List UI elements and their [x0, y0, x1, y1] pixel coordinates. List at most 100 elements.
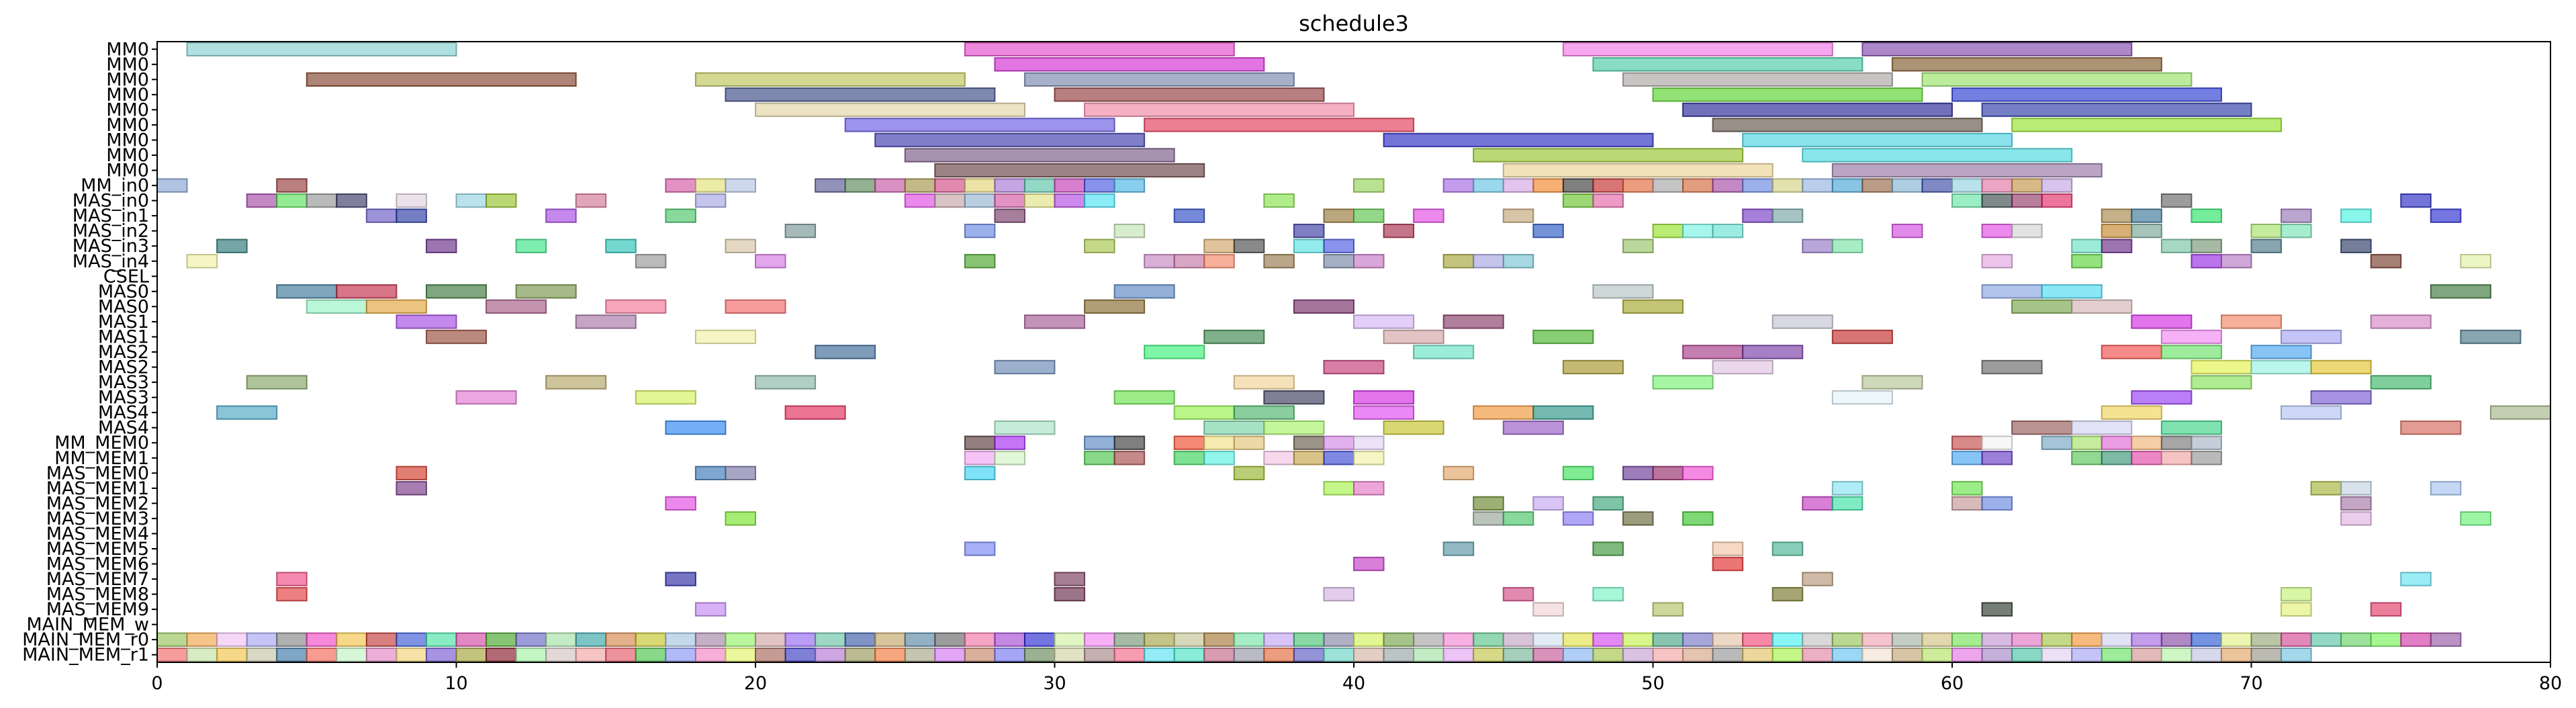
task-bar-row39-12 — [515, 632, 547, 647]
task-bar-row23-5 — [1831, 390, 1893, 405]
task-bar-row13-9 — [1323, 238, 1354, 253]
task-bar-row10-0 — [246, 193, 278, 208]
x-tick-label: 80 — [2539, 673, 2562, 694]
task-bar-row19-1 — [694, 329, 757, 345]
task-bar-row39-40 — [1353, 632, 1385, 647]
task-bar-row40-65 — [2101, 648, 2133, 662]
task-bar-row28-6 — [1562, 466, 1594, 480]
task-bar-row14-15 — [2191, 254, 2222, 269]
task-bar-row40-54 — [1772, 648, 1804, 662]
task-bar-row25-8 — [2160, 420, 2222, 435]
task-bar-row17-4 — [725, 299, 786, 314]
task-bar-row40-16 — [635, 648, 667, 662]
task-bar-row5-3 — [2011, 118, 2283, 132]
task-bar-row24-4 — [1353, 405, 1415, 420]
task-bar-row9-34 — [1951, 178, 1983, 193]
task-bar-row9-1 — [276, 178, 308, 193]
task-bar-row35-4 — [2400, 572, 2432, 586]
task-bar-row3-2 — [1652, 87, 1923, 102]
task-bar-row39-42 — [1413, 632, 1444, 647]
task-bar-row39-67 — [2160, 632, 2193, 647]
task-bar-row23-4 — [1353, 390, 1415, 405]
task-bar-row11-13 — [2131, 208, 2162, 223]
task-bar-row39-37 — [1263, 632, 1295, 647]
task-bar-row40-47 — [1562, 648, 1594, 662]
task-bar-row39-60 — [1951, 632, 1983, 647]
task-bar-row40-66 — [2131, 648, 2162, 662]
task-bar-row5-0 — [844, 118, 1115, 132]
task-bar-row39-63 — [2041, 632, 2073, 647]
task-bar-row40-57 — [1861, 648, 1893, 662]
task-bar-row40-24 — [874, 648, 906, 662]
task-bar-row11-6 — [1323, 208, 1354, 223]
task-bar-row14-2 — [755, 254, 786, 269]
task-bar-row14-14 — [2071, 254, 2103, 269]
task-bar-row3-1 — [1054, 87, 1325, 102]
y-tick-label: MAS_in3 — [73, 236, 149, 257]
task-bar-row3-3 — [1951, 87, 2222, 102]
y-tick-label: MAS_MEM4 — [46, 523, 149, 544]
task-bar-row24-6 — [1532, 405, 1594, 420]
task-bar-row16-7 — [2041, 284, 2103, 299]
chart-title: schedule3 — [1299, 11, 1409, 36]
task-bar-row33-0 — [964, 541, 996, 556]
task-bar-row4-1 — [1084, 102, 1355, 118]
task-bar-row30-2 — [1532, 496, 1564, 511]
task-bar-row39-11 — [486, 632, 517, 647]
task-bar-row23-2 — [1113, 390, 1175, 405]
task-bar-row2-4 — [1921, 72, 2193, 87]
task-bar-row1-0 — [994, 57, 1265, 72]
task-bar-row9-11 — [994, 178, 1025, 193]
task-bar-row40-29 — [1023, 648, 1056, 662]
task-bars — [156, 42, 2551, 662]
task-bar-row40-26 — [934, 648, 966, 662]
task-bar-row16-6 — [1981, 284, 2043, 299]
task-bar-row14-7 — [1263, 254, 1295, 269]
task-bar-row9-37 — [2041, 178, 2073, 193]
task-bar-row9-36 — [2011, 178, 2043, 193]
task-bar-row18-8 — [2370, 314, 2432, 329]
task-bar-row40-2 — [216, 648, 248, 662]
task-bar-row10-4 — [396, 193, 427, 208]
task-bar-row39-18 — [694, 632, 727, 647]
task-bar-row12-15 — [2281, 224, 2312, 238]
task-bar-row9-30 — [1831, 178, 1864, 193]
task-bar-row39-10 — [455, 632, 488, 647]
task-bar-row21-5 — [2191, 359, 2252, 375]
task-bar-row24-2 — [1173, 405, 1235, 420]
task-bar-row40-23 — [844, 648, 876, 662]
task-bar-row39-65 — [2101, 632, 2133, 647]
task-bar-row21-6 — [2250, 359, 2312, 375]
task-bar-row39-38 — [1293, 632, 1325, 647]
task-bar-row25-2 — [1203, 420, 1265, 435]
y-tick-label: MM_MEM0 — [54, 433, 149, 453]
task-bar-row12-1 — [964, 224, 996, 238]
task-bar-row10-16 — [1263, 193, 1295, 208]
task-bar-row39-14 — [575, 632, 607, 647]
task-bar-row33-3 — [1712, 541, 1744, 556]
task-bar-row39-62 — [2011, 632, 2043, 647]
task-bar-row19-2 — [1203, 329, 1265, 345]
task-bar-row30-8 — [2340, 496, 2372, 511]
task-bar-row36-3 — [1502, 586, 1534, 602]
task-bar-row40-71 — [2281, 648, 2312, 662]
task-bar-row26-9 — [1353, 435, 1385, 450]
task-bar-row25-5 — [1502, 420, 1564, 435]
task-bar-row37-2 — [1652, 602, 1684, 617]
task-bar-row9-15 — [1113, 178, 1146, 193]
task-bar-row27-10 — [1951, 451, 1983, 466]
task-bar-row40-64 — [2071, 648, 2103, 662]
task-bar-row39-72 — [2310, 632, 2342, 647]
task-bar-row25-9 — [2400, 420, 2462, 435]
task-bar-row12-6 — [1652, 224, 1684, 238]
task-bar-row26-13 — [2071, 435, 2103, 450]
task-bar-row40-59 — [1921, 648, 1953, 662]
task-bar-row39-28 — [994, 632, 1025, 647]
task-bar-row39-54 — [1772, 632, 1804, 647]
task-bar-row0-0 — [186, 42, 457, 56]
task-bar-row9-7 — [874, 178, 906, 193]
task-bar-row7-1 — [1473, 148, 1744, 163]
task-bar-row40-1 — [186, 648, 218, 662]
task-bar-row11-9 — [1502, 208, 1534, 223]
